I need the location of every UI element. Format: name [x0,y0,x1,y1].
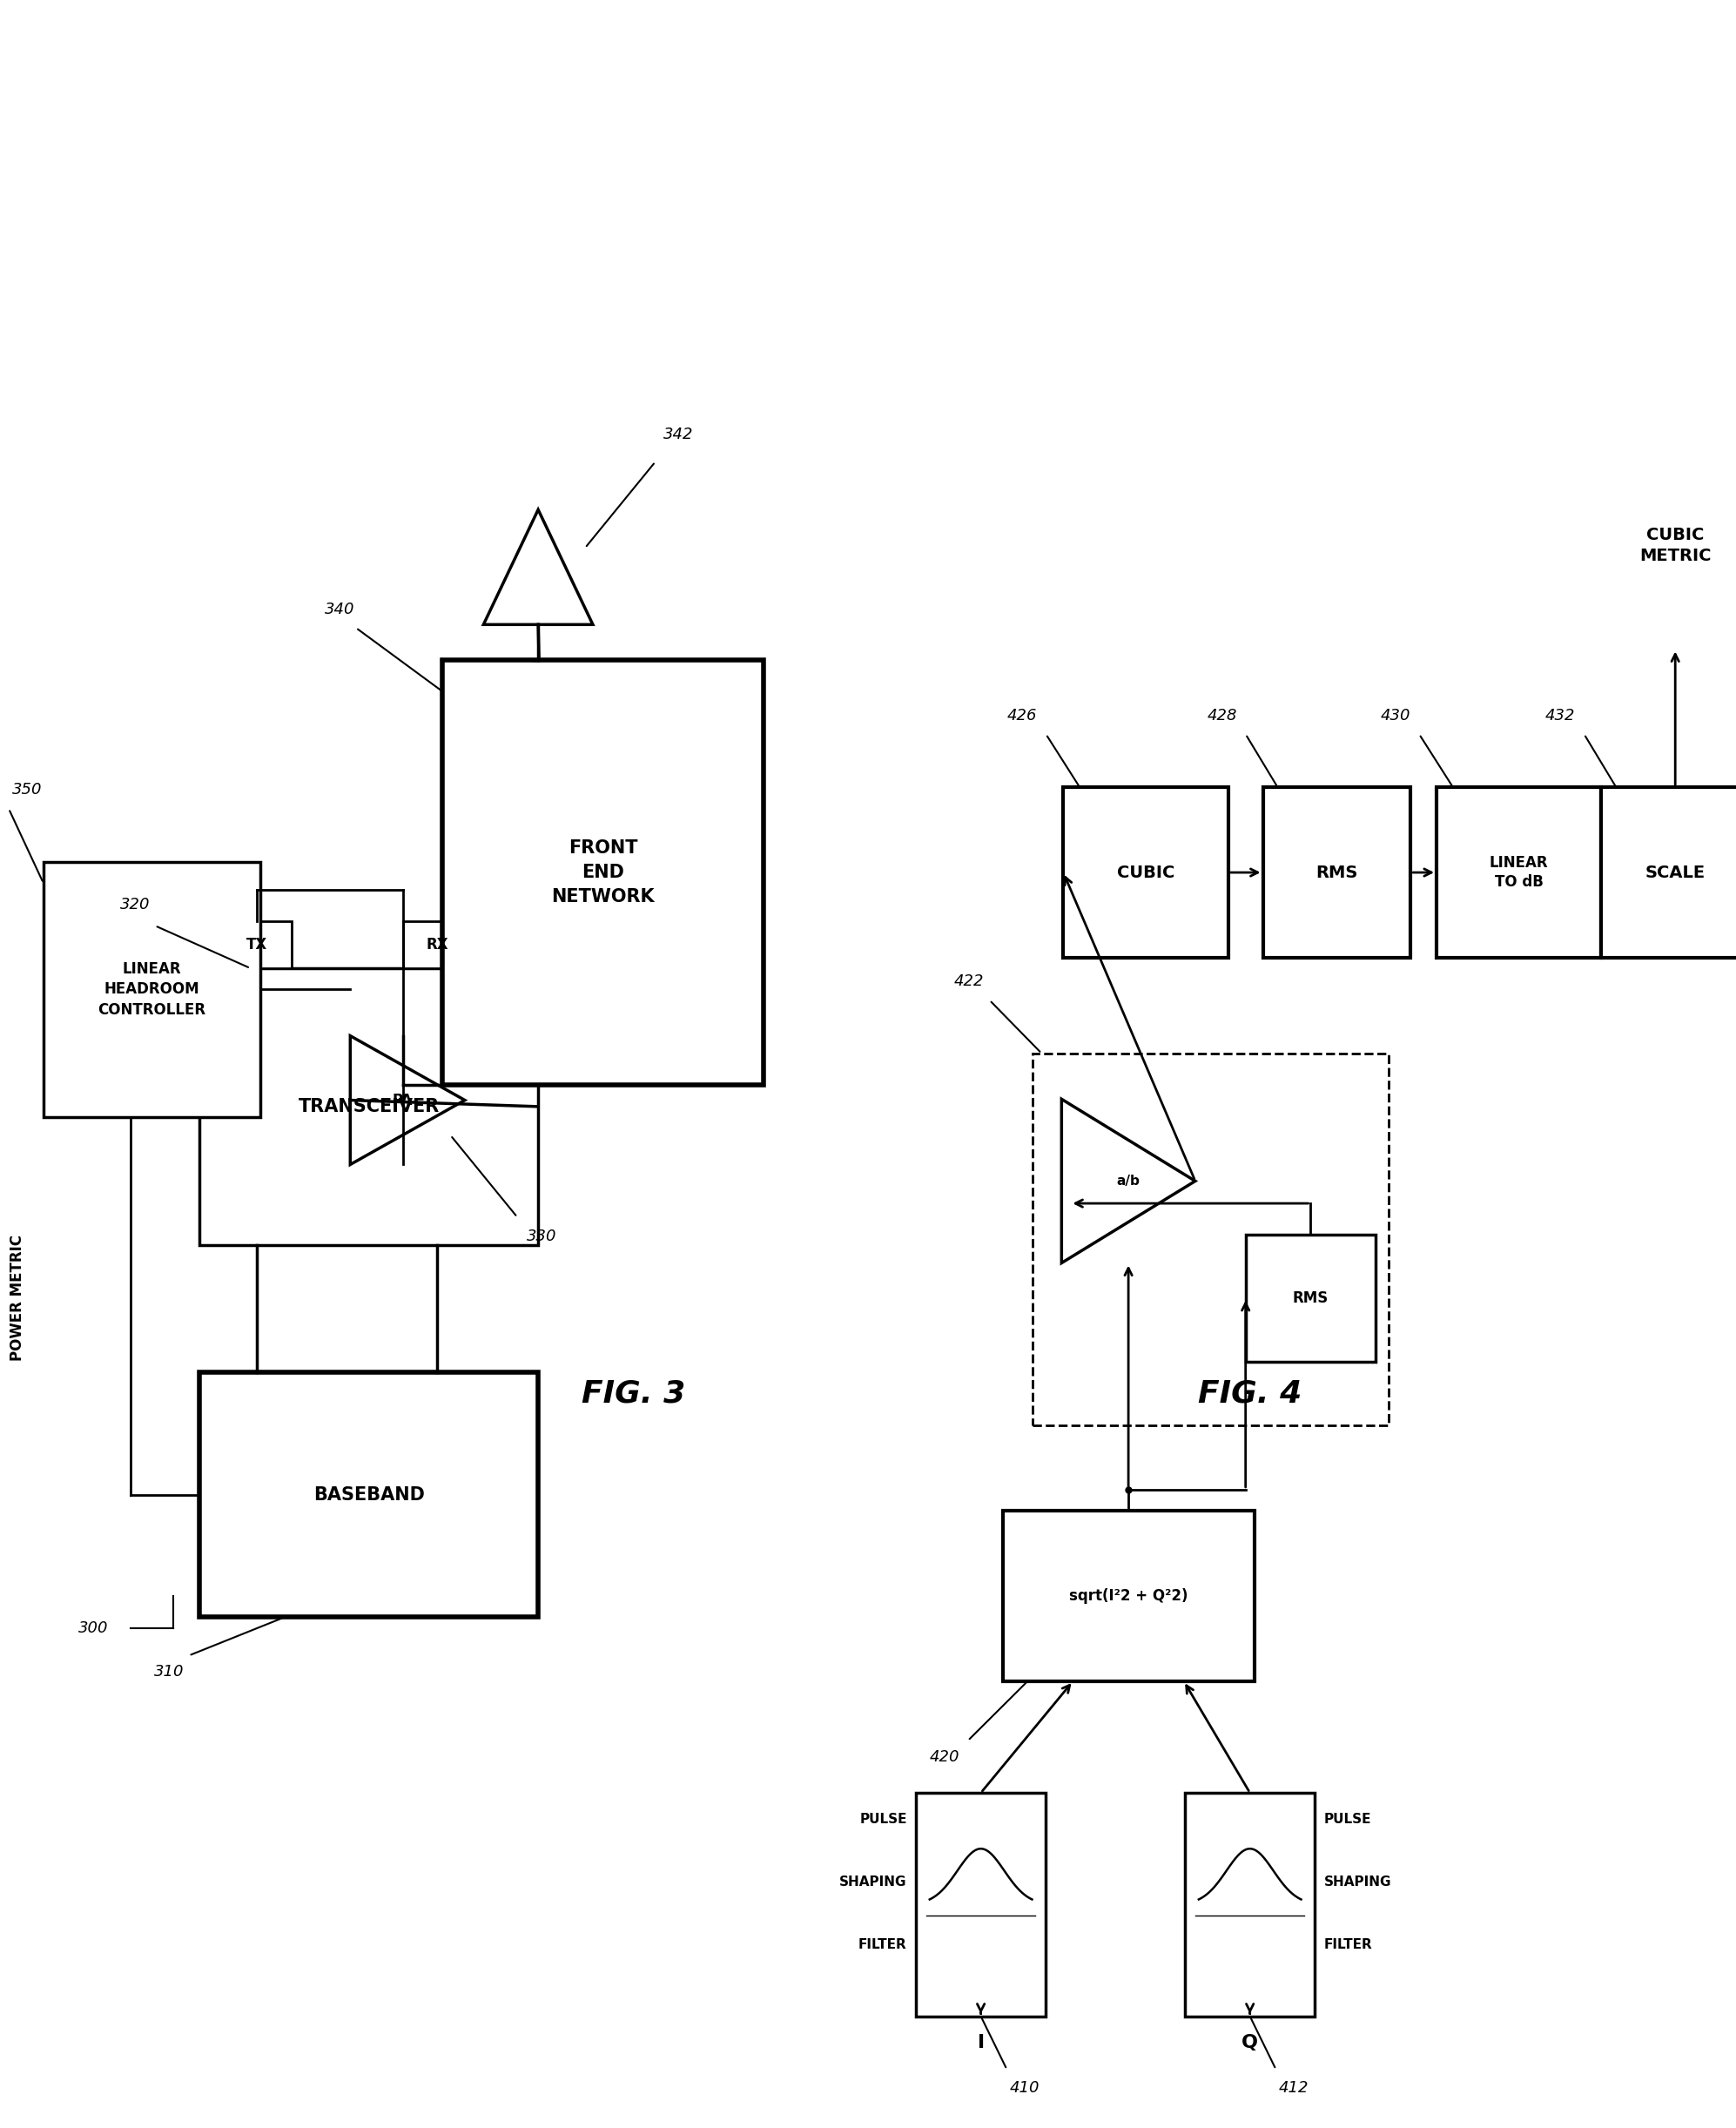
Text: 330: 330 [528,1230,557,1245]
Text: FILTER: FILTER [1323,1939,1371,1951]
Text: BASEBAND: BASEBAND [312,1485,425,1504]
FancyBboxPatch shape [43,862,260,1117]
FancyBboxPatch shape [1437,787,1601,958]
Text: PULSE: PULSE [1323,1813,1371,1826]
Text: SCALE: SCALE [1646,864,1705,881]
Text: I: I [977,2034,984,2051]
Text: LINEAR
HEADROOM
CONTROLLER: LINEAR HEADROOM CONTROLLER [97,962,207,1017]
FancyBboxPatch shape [200,968,538,1245]
Text: 320: 320 [120,898,151,913]
Text: 420: 420 [929,1749,958,1764]
Text: TRANSCEIVER: TRANSCEIVER [299,1098,439,1115]
Text: RMS: RMS [1293,1290,1328,1307]
Text: 428: 428 [1207,709,1236,724]
FancyBboxPatch shape [1033,1053,1389,1426]
Text: LINEAR
TO dB: LINEAR TO dB [1489,855,1549,890]
Text: 342: 342 [663,428,693,443]
Text: 340: 340 [325,602,354,617]
Text: FIG. 3: FIG. 3 [582,1379,686,1409]
Text: SHAPING: SHAPING [840,1875,906,1890]
FancyBboxPatch shape [403,921,472,968]
Text: 410: 410 [1010,2081,1040,2096]
Text: TX: TX [247,936,267,953]
Text: POWER METRIC: POWER METRIC [9,1234,26,1362]
Text: FRONT
END
NETWORK: FRONT END NETWORK [552,838,654,907]
Text: 430: 430 [1380,709,1410,724]
Text: RMS: RMS [1316,864,1358,881]
Text: 426: 426 [1007,709,1036,724]
Text: PA: PA [392,1092,413,1109]
FancyBboxPatch shape [1245,1234,1375,1362]
FancyBboxPatch shape [1062,787,1227,958]
Text: 422: 422 [955,975,984,990]
Text: RX: RX [427,936,448,953]
FancyBboxPatch shape [1262,787,1410,958]
Text: CUBIC
METRIC: CUBIC METRIC [1639,528,1712,564]
Text: FIG. 4: FIG. 4 [1198,1379,1302,1409]
FancyBboxPatch shape [443,660,764,1085]
Text: FILTER: FILTER [859,1939,906,1951]
Text: 350: 350 [12,783,42,798]
Text: CUBIC: CUBIC [1116,864,1175,881]
Text: 310: 310 [155,1664,184,1679]
Text: a/b: a/b [1116,1175,1141,1187]
FancyBboxPatch shape [222,921,292,968]
FancyBboxPatch shape [915,1792,1045,2017]
FancyBboxPatch shape [200,1373,538,1617]
FancyBboxPatch shape [1601,787,1736,958]
Text: SHAPING: SHAPING [1323,1875,1391,1890]
Text: sqrt(I²2 + Q²2): sqrt(I²2 + Q²2) [1069,1587,1187,1605]
Text: PULSE: PULSE [859,1813,906,1826]
FancyBboxPatch shape [1184,1792,1316,2017]
Text: 412: 412 [1278,2081,1309,2096]
Text: Q: Q [1241,2034,1259,2051]
Text: 300: 300 [78,1619,108,1636]
FancyBboxPatch shape [1002,1511,1253,1681]
Text: 432: 432 [1545,709,1575,724]
